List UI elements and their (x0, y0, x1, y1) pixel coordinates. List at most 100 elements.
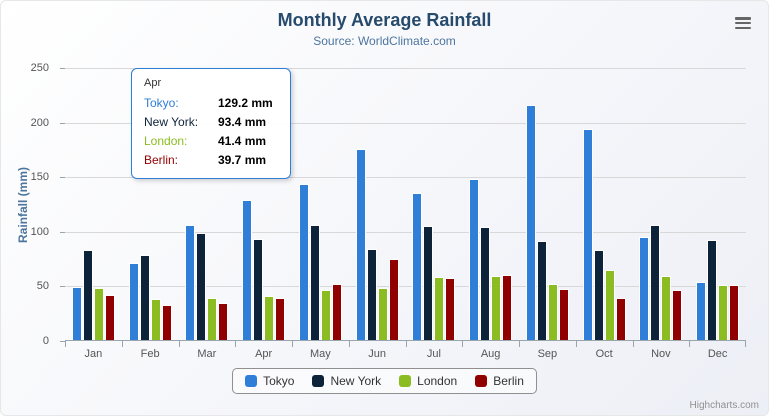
bar-new-york-jan[interactable] (82, 249, 93, 341)
legend-item-london[interactable]: London (399, 374, 457, 388)
x-axis-label: Apr (255, 348, 273, 360)
bar-london-jan[interactable] (93, 287, 104, 341)
y-axis-label: 200 (30, 116, 49, 129)
legend-item-tokyo[interactable]: Tokyo (245, 374, 294, 388)
x-axis-label: Aug (480, 348, 501, 360)
tooltip-row: New York: 93.4 mm (144, 113, 278, 132)
bar-berlin-dec[interactable] (729, 285, 740, 341)
bar-new-york-jun[interactable] (366, 248, 377, 341)
x-axis-label: Sep (537, 348, 558, 360)
x-axis-line (65, 340, 746, 341)
x-axis-label: May (309, 348, 331, 360)
bar-berlin-apr[interactable] (275, 297, 286, 341)
bar-london-oct[interactable] (604, 269, 615, 341)
legend-item-berlin[interactable]: Berlin (475, 374, 524, 388)
bar-tokyo-jan[interactable] (71, 286, 82, 341)
bar-london-sep[interactable] (547, 283, 558, 341)
bar-berlin-feb[interactable] (161, 304, 172, 341)
x-axis-label: Mar (197, 348, 217, 360)
legend-label: Berlin (493, 374, 524, 388)
bar-new-york-dec[interactable] (707, 240, 718, 341)
bar-new-york-nov[interactable] (650, 224, 661, 341)
gridline (65, 68, 746, 69)
y-axis-tick (60, 68, 65, 69)
legend-label: London (417, 374, 458, 388)
bar-london-feb[interactable] (150, 298, 161, 341)
x-axis-tick (235, 341, 237, 347)
bar-new-york-feb[interactable] (139, 254, 150, 341)
bar-tokyo-sep[interactable] (525, 104, 536, 341)
bar-tokyo-nov[interactable] (639, 236, 650, 341)
bar-london-jun[interactable] (377, 288, 388, 341)
legend-label: Tokyo (263, 374, 295, 388)
y-axis-tick (60, 122, 65, 124)
x-axis-tick (121, 341, 123, 347)
bar-new-york-jul[interactable] (423, 226, 434, 341)
gridline (65, 122, 746, 124)
tooltip-series-name: London: (144, 134, 188, 148)
chart-title: Monthly Average Rainfall (277, 10, 492, 30)
x-axis-label: Jun (368, 348, 386, 360)
bar-tokyo-apr[interactable] (242, 199, 253, 341)
tooltip-series-name: Tokyo: (144, 96, 179, 110)
bar-new-york-sep[interactable] (536, 241, 547, 341)
bar-berlin-sep[interactable] (558, 289, 569, 341)
tooltip-row: Tokyo: 129.2 mm (144, 94, 278, 113)
x-axis-tick (575, 341, 577, 347)
hamburger-icon (735, 17, 751, 29)
bar-new-york-mar[interactable] (196, 233, 207, 341)
tooltip-row: Berlin: 39.7 mm (144, 151, 278, 170)
bar-new-york-may[interactable] (309, 225, 320, 341)
legend-symbol (312, 375, 325, 387)
bar-london-may[interactable] (320, 289, 331, 341)
bar-tokyo-feb[interactable] (128, 262, 139, 341)
bar-berlin-mar[interactable] (218, 303, 229, 341)
bar-london-aug[interactable] (491, 275, 502, 341)
export-menu-button[interactable] (731, 13, 755, 33)
y-axis-tick (60, 341, 65, 342)
bar-london-apr[interactable] (264, 295, 275, 341)
x-axis-tick (519, 341, 520, 347)
bar-london-jul[interactable] (434, 276, 445, 341)
bars-layer (65, 68, 746, 341)
x-axis-tick (689, 341, 691, 347)
y-axis-label: 100 (30, 225, 49, 238)
x-axis-label: Feb (140, 348, 160, 360)
bar-london-mar[interactable] (207, 298, 218, 341)
bar-new-york-apr[interactable] (253, 239, 264, 341)
bar-berlin-jan[interactable] (104, 294, 115, 341)
legend-label: New York (330, 374, 382, 388)
bar-tokyo-jun[interactable] (355, 148, 366, 341)
x-axis-labels: Jan Feb Mar Apr May Jun Jul Aug Sep Oct Nov Dec (65, 348, 746, 364)
bar-berlin-aug[interactable] (502, 275, 513, 341)
x-axis-label: Oct (595, 348, 613, 360)
bar-berlin-nov[interactable] (672, 289, 683, 341)
bar-tokyo-jul[interactable] (412, 192, 423, 341)
bar-london-dec[interactable] (718, 285, 729, 341)
tooltip-series-name: Berlin: (144, 153, 179, 167)
bar-tokyo-may[interactable] (298, 183, 309, 341)
tooltip-header: Apr (144, 77, 162, 89)
bar-berlin-jun[interactable] (388, 258, 399, 341)
bar-berlin-may[interactable] (331, 283, 342, 341)
legend-item-new-york[interactable]: New York (312, 374, 381, 388)
bar-london-nov[interactable] (661, 276, 672, 341)
bar-tokyo-aug[interactable] (469, 178, 480, 341)
bar-berlin-oct[interactable] (615, 298, 626, 341)
bar-tokyo-dec[interactable] (696, 281, 707, 341)
x-axis-tick (178, 341, 180, 347)
bar-new-york-aug[interactable] (480, 227, 491, 341)
y-axis-tick (60, 177, 65, 179)
bar-berlin-jul[interactable] (445, 278, 456, 341)
y-axis-label: 50 (36, 280, 49, 293)
tooltip: Apr Tokyo: 129.2 mm New York: 93.4 mm London… (131, 68, 291, 179)
chart-subtitle: Source: WorldClimate.com (313, 34, 456, 48)
y-axis-tick (60, 231, 65, 233)
legend-symbol (475, 375, 488, 387)
bar-new-york-oct[interactable] (593, 249, 604, 341)
bar-tokyo-oct[interactable] (582, 129, 593, 341)
plot-area (60, 68, 746, 347)
credits-link[interactable]: Highcharts.com (689, 400, 759, 411)
bar-tokyo-mar[interactable] (185, 224, 196, 341)
